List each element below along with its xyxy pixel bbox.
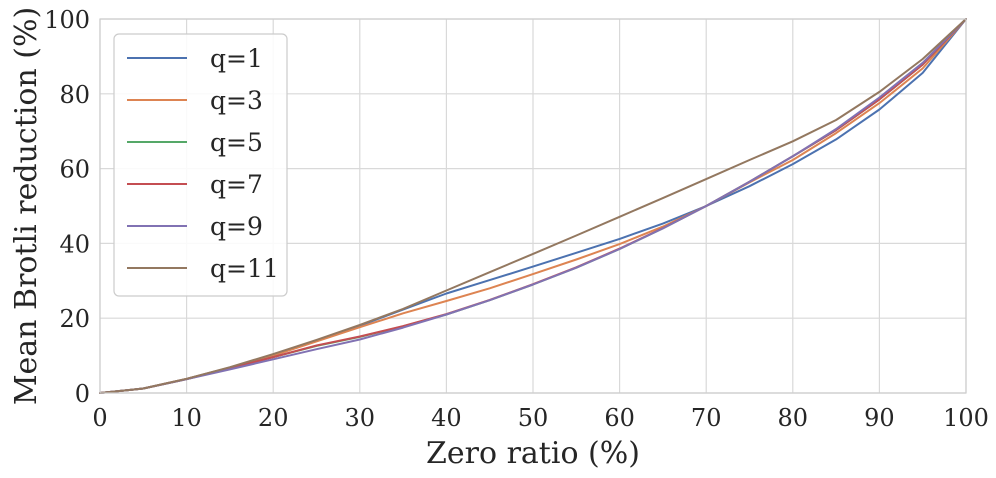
y-tick-label: 60 (59, 156, 90, 184)
legend-label: q=3 (210, 86, 263, 115)
x-tick-label: 30 (345, 404, 376, 432)
x-tick-label: 10 (171, 404, 202, 432)
series-line-q9 (99, 18, 967, 394)
legend-entry: q=7 (127, 170, 263, 199)
x-tick-label: 20 (258, 404, 289, 432)
x-tick-label: 90 (864, 404, 895, 432)
legend-entry: q=11 (127, 254, 279, 283)
legend-entry: q=5 (127, 128, 263, 157)
x-tick-label: 0 (92, 404, 107, 432)
y-tick-label: 40 (59, 230, 90, 258)
y-tick-label: 20 (59, 305, 90, 333)
tick-labels: 0 10 20 30 40 50 60 70 80 90 100 0 20 40 60 80 100 (44, 6, 989, 432)
legend-entry: q=3 (127, 86, 263, 115)
legend-label: q=11 (210, 254, 279, 283)
legend-label: q=9 (210, 212, 263, 241)
legend-label: q=1 (210, 44, 263, 73)
series-layer (99, 18, 967, 394)
x-tick-label: 80 (778, 404, 809, 432)
x-tick-label: 100 (943, 404, 989, 432)
legend: q=1 q=3 q=5 q=7 q=9 q=11 (113, 33, 288, 297)
legend-label: q=7 (210, 170, 263, 199)
y-axis-label: Mean Brotli reduction (%) (9, 7, 44, 405)
x-tick-label: 60 (604, 404, 635, 432)
y-tick-label: 0 (75, 380, 90, 408)
series-line-q11 (99, 18, 967, 394)
x-axis-label: Zero ratio (%) (426, 436, 640, 471)
legend-entry: q=9 (127, 212, 263, 241)
legend-entry: q=1 (127, 44, 263, 73)
y-tick-label: 80 (59, 81, 90, 109)
y-tick-label: 100 (44, 6, 90, 34)
x-tick-label: 50 (518, 404, 549, 432)
legend-label: q=5 (210, 128, 263, 157)
x-tick-label: 40 (431, 404, 462, 432)
x-tick-label: 70 (691, 404, 722, 432)
plot-frame (99, 18, 967, 394)
